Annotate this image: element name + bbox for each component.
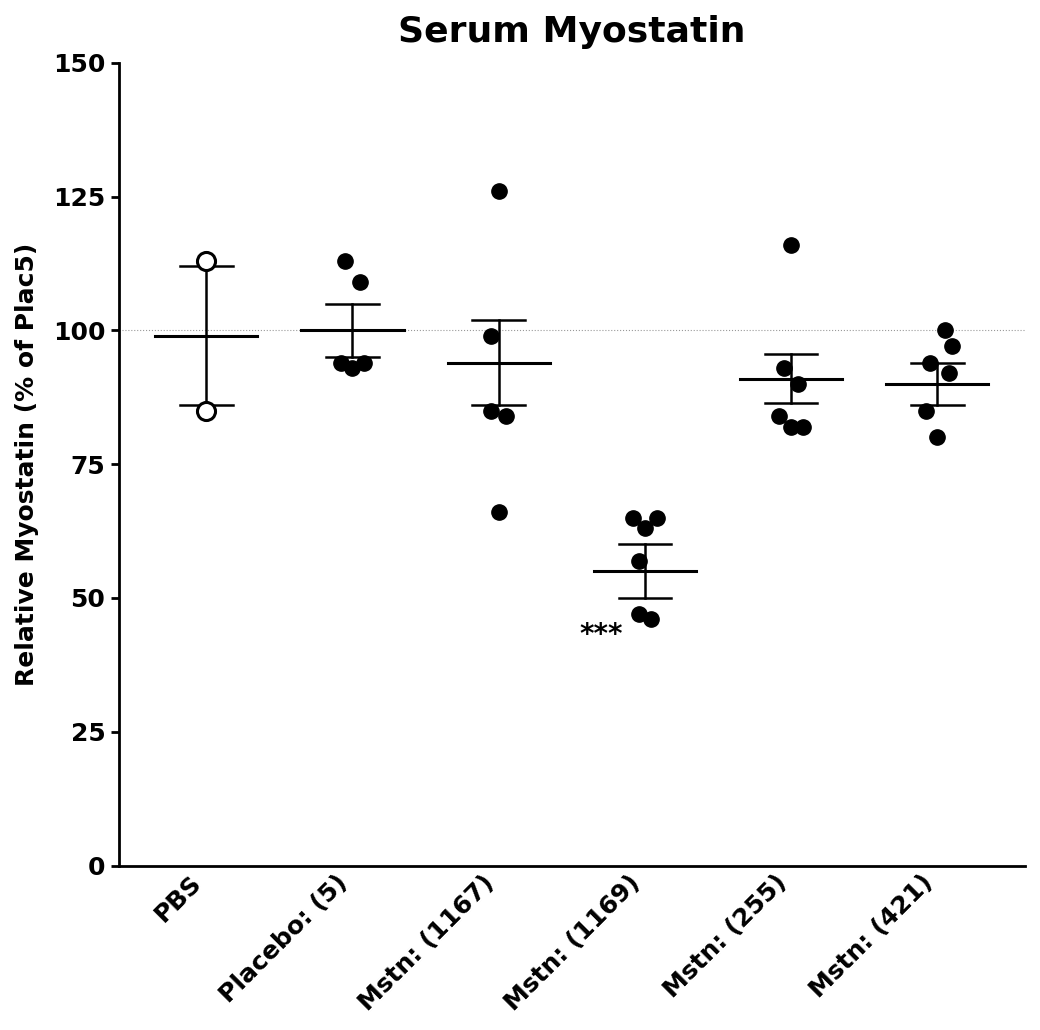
Text: ***: *** xyxy=(579,621,623,650)
Title: Serum Myostatin: Serum Myostatin xyxy=(398,15,746,49)
Y-axis label: Relative Myostatin (% of Plac5): Relative Myostatin (% of Plac5) xyxy=(15,242,40,686)
